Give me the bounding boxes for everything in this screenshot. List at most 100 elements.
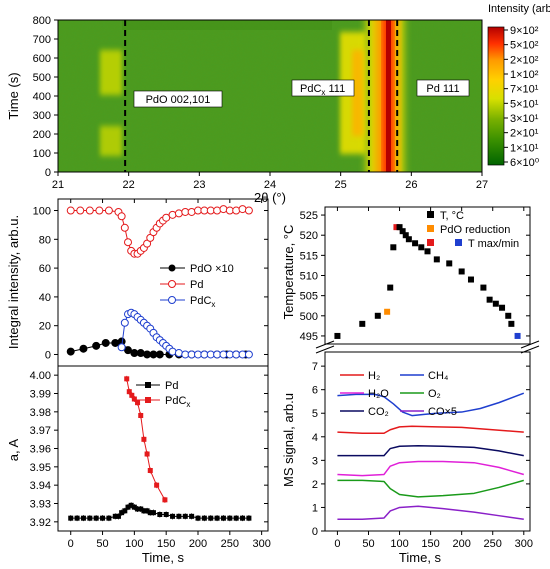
heatmap-ticks: 21 22 23 24 25 26 27 0 100 200 300 400 500 600 700 800 [33, 15, 488, 191]
heatmap-image [58, 20, 482, 172]
lattice-xtick-label: 200 [189, 538, 207, 550]
colorbar-tick-label: 6×10⁰ [510, 157, 540, 169]
axis-break [315, 340, 540, 354]
legend-co5: CO×5 [428, 406, 457, 418]
integral-point [219, 205, 228, 214]
integral-point [117, 212, 126, 221]
ms-line-4 [337, 479, 524, 498]
legend-ch4: CH₄ [428, 370, 449, 382]
temperature-point [424, 248, 431, 255]
legend-h2: H₂ [368, 370, 380, 382]
heatmap-xtick-label: 27 [476, 179, 488, 191]
temperature-point [390, 244, 397, 251]
ms-line-2 [337, 444, 524, 457]
colorbar-tick-label: 2×10¹ [510, 128, 539, 140]
lattice-xtick-label: 50 [96, 538, 108, 550]
lattice-point [201, 515, 207, 521]
temperature-point [492, 300, 499, 307]
temperature-point [399, 228, 406, 235]
temperature-point [514, 332, 521, 339]
lattice-point [74, 515, 80, 521]
heatmap-xtick-label: 26 [405, 179, 417, 191]
colorbar-tick-label: 5×10² [510, 40, 539, 52]
lattice-point [144, 508, 150, 514]
integral-point [120, 318, 129, 327]
temperature-ticks: 495 500 505 510 515 520 525 [300, 207, 530, 343]
lattice-point [240, 515, 246, 521]
lattice-point [135, 400, 141, 406]
integral-point [232, 206, 241, 215]
temperature-point [387, 284, 394, 291]
temperature-point [393, 224, 400, 231]
ms-xtick-label: 200 [452, 538, 470, 550]
temperature-point [446, 260, 453, 267]
legend-pdo: PdO ×10 [190, 263, 234, 275]
colorbar-tick-label: 7×10¹ [510, 84, 539, 96]
lattice-point [129, 392, 135, 398]
ms-series [337, 392, 525, 520]
integral-point [174, 209, 183, 218]
heatmap-ytick-label: 100 [33, 148, 51, 160]
ms-xtick-label: 150 [421, 538, 439, 550]
integral-point [168, 347, 177, 356]
heatmap-ytick-label: 0 [45, 167, 51, 179]
integral-ytick-label: 80 [39, 234, 51, 246]
integral-point [187, 207, 196, 216]
lattice-ytick-label: 3.98 [30, 407, 51, 419]
pdo-annotation: PdO 002,101 [133, 90, 223, 108]
temperature-point [486, 296, 493, 303]
lattice-panel: 3.92 3.93 3.94 3.95 3.96 3.97 3.98 3.99 4.00 0 50 1… [6, 365, 271, 565]
temperature-point [480, 284, 487, 291]
lattice-frame [57, 365, 269, 532]
pd-annotation-label: Pd 111 [426, 83, 459, 95]
integral-point [174, 349, 183, 358]
lattice-point [195, 515, 201, 521]
ms-line-3 [337, 460, 524, 477]
lattice-point [147, 468, 153, 473]
pdcx-annotation: PdCx 111 [291, 79, 355, 97]
lattice-point [214, 515, 220, 521]
lattice-point [163, 512, 169, 517]
integral-point [66, 347, 75, 356]
colorbar-labels: 9×10² 5×10² 2×10² 1×10² 7×10¹ 5×10¹ 3×10¹ 2×10¹… [504, 25, 540, 169]
integral-point [124, 346, 132, 355]
heatmap-ytick-label: 500 [33, 72, 51, 84]
legend-lattice-pd: Pd [165, 380, 178, 392]
heatmap-xtick-label: 21 [52, 179, 64, 191]
heatmap-xtick-label: 25 [335, 179, 347, 191]
lattice-series [68, 375, 252, 522]
temperature-panel: 495 500 505 510 515 520 525 Temperature, °C T,… [281, 206, 531, 345]
lattice-point [131, 396, 137, 402]
heatmap-ytick-label: 300 [33, 110, 51, 122]
lattice-ytick-label: 3.94 [30, 480, 51, 492]
lattice-point [93, 515, 99, 521]
lattice-xtick-label: 150 [157, 538, 175, 550]
lattice-point [208, 515, 214, 521]
lattice-ytick-label: 3.92 [30, 517, 51, 529]
integral-line-1 [70, 208, 250, 255]
lattice-xtick-label: 100 [125, 538, 143, 550]
integral-point [95, 206, 104, 215]
lattice-point [162, 497, 168, 503]
lattice-ytick-label: 3.97 [30, 425, 51, 437]
lattice-point [141, 436, 147, 442]
integral-ylabel: Integral intensity, arb.u. [6, 215, 21, 349]
temperature-point [508, 320, 515, 327]
legend-h2o: H₂O [368, 388, 389, 400]
lattice-point [233, 515, 239, 521]
lattice-point [138, 506, 144, 512]
ms-xtick-label: 50 [362, 538, 374, 550]
temperature-point [412, 240, 419, 247]
colorbar [487, 26, 505, 166]
ms-xtick-label: 300 [515, 538, 533, 550]
integral-ytick-label: 40 [39, 292, 51, 304]
temperature-points [334, 224, 521, 339]
lattice-point [189, 513, 195, 519]
lattice-xlabel: Time, s [142, 550, 185, 565]
lattice-point [150, 510, 156, 516]
lattice-point [124, 376, 130, 382]
integral-point [155, 350, 164, 359]
lattice-ytick-label: 3.96 [30, 444, 51, 456]
colorbar-tick-label: 1×10¹ [510, 142, 539, 154]
temperature-ytick-label: 505 [300, 291, 318, 303]
